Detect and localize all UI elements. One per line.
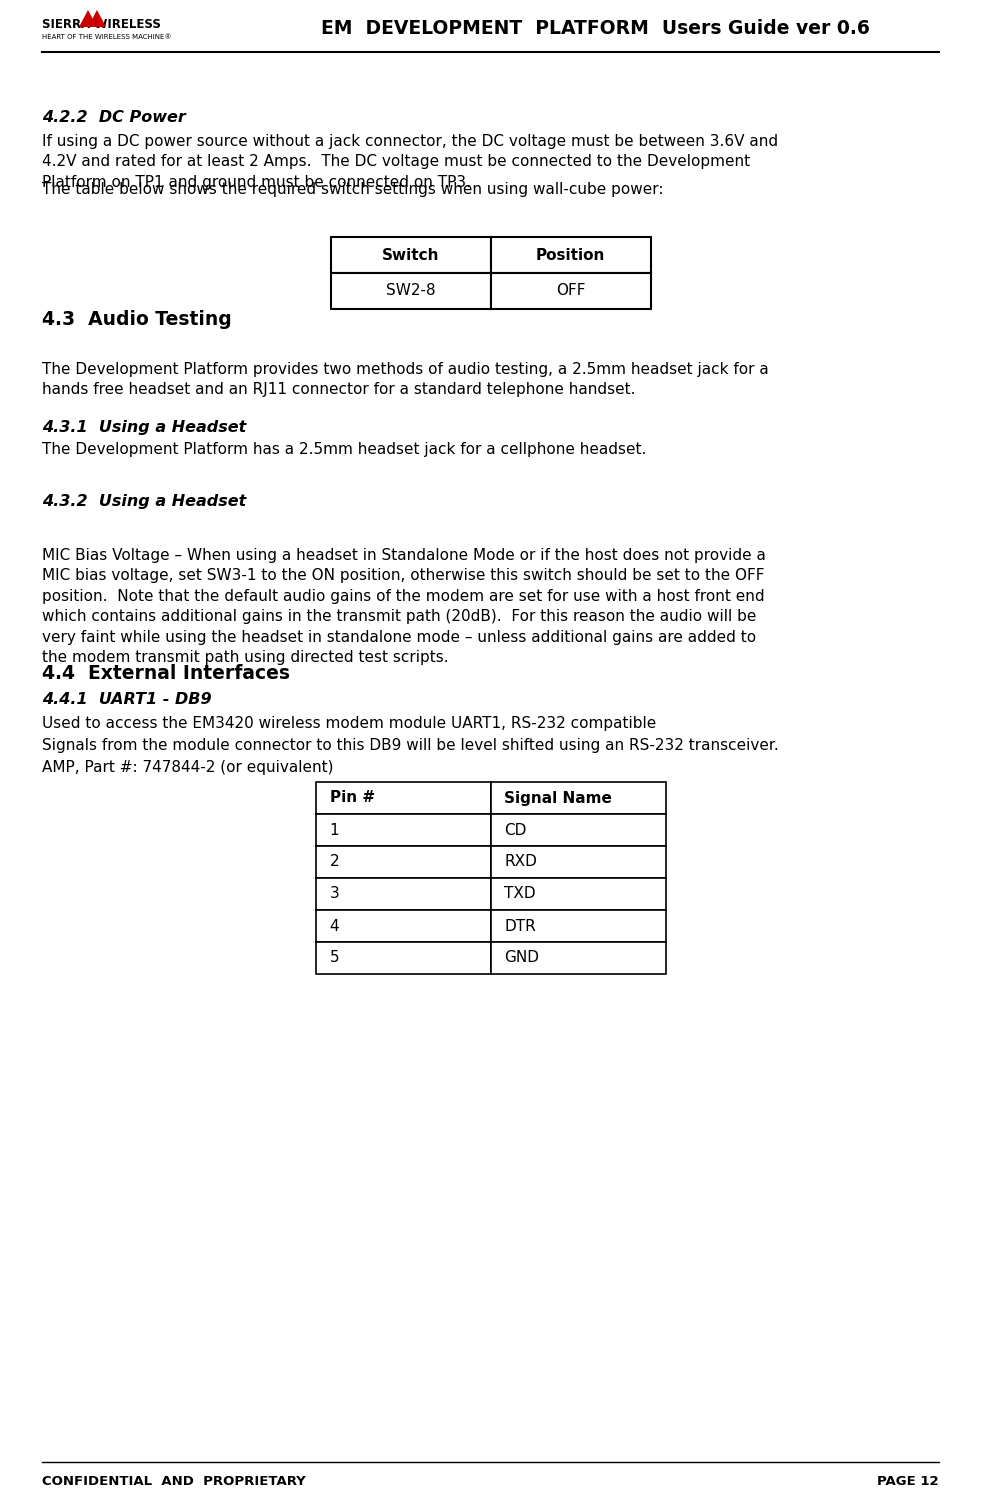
Bar xyxy=(490,815,665,846)
Text: EM  DEVELOPMENT  PLATFORM  Users Guide ver 0.6: EM DEVELOPMENT PLATFORM Users Guide ver … xyxy=(321,18,870,37)
Text: PAGE 12: PAGE 12 xyxy=(877,1476,939,1488)
Text: 4: 4 xyxy=(330,919,339,934)
Text: SW2-8: SW2-8 xyxy=(386,283,436,298)
Bar xyxy=(490,877,665,910)
Text: The table below shows the required switch settings when using wall-cube power:: The table below shows the required switc… xyxy=(42,182,663,197)
Text: CD: CD xyxy=(504,822,527,837)
Text: The Development Platform provides two methods of audio testing, a 2.5mm headset : The Development Platform provides two me… xyxy=(42,363,769,397)
Text: 4.4.1  UART1 - DB9: 4.4.1 UART1 - DB9 xyxy=(42,692,212,707)
Text: GND: GND xyxy=(504,950,540,965)
Text: OFF: OFF xyxy=(556,283,586,298)
Text: HEART OF THE WIRELESS MACHINE®: HEART OF THE WIRELESS MACHINE® xyxy=(42,34,172,40)
Bar xyxy=(316,877,490,910)
Text: Position: Position xyxy=(536,248,605,263)
Text: Used to access the EM3420 wireless modem module UART1, RS-232 compatible: Used to access the EM3420 wireless modem… xyxy=(42,716,656,731)
Bar xyxy=(316,910,490,941)
Text: 3: 3 xyxy=(330,886,339,901)
Bar xyxy=(490,237,650,273)
Text: DTR: DTR xyxy=(504,919,537,934)
Text: Signals from the module connector to this DB9 will be level shifted using an RS-: Signals from the module connector to thi… xyxy=(42,739,779,753)
Text: Switch: Switch xyxy=(382,248,439,263)
Text: Signal Name: Signal Name xyxy=(504,791,612,806)
Bar xyxy=(490,782,665,815)
Text: 4.3  Audio Testing: 4.3 Audio Testing xyxy=(42,310,232,330)
Text: Pin #: Pin # xyxy=(330,791,375,806)
Text: AMP, Part #: 747844-2 (or equivalent): AMP, Part #: 747844-2 (or equivalent) xyxy=(42,759,334,774)
Bar xyxy=(490,910,665,941)
Text: If using a DC power source without a jack connector, the DC voltage must be betw: If using a DC power source without a jac… xyxy=(42,134,778,189)
Bar xyxy=(490,846,665,877)
Text: 4.2.2  DC Power: 4.2.2 DC Power xyxy=(42,110,185,125)
Bar xyxy=(490,273,650,309)
Text: 4.4  External Interfaces: 4.4 External Interfaces xyxy=(42,664,290,683)
Text: TXD: TXD xyxy=(504,886,537,901)
Text: 5: 5 xyxy=(330,950,339,965)
Bar xyxy=(316,782,490,815)
Text: The Development Platform has a 2.5mm headset jack for a cellphone headset.: The Development Platform has a 2.5mm hea… xyxy=(42,442,646,457)
Polygon shape xyxy=(88,10,106,27)
Text: MIC Bias Voltage – When using a headset in Standalone Mode or if the host does n: MIC Bias Voltage – When using a headset … xyxy=(42,548,766,665)
Text: 2: 2 xyxy=(330,855,339,870)
Text: CONFIDENTIAL  AND  PROPRIETARY: CONFIDENTIAL AND PROPRIETARY xyxy=(42,1476,306,1488)
Bar xyxy=(316,815,490,846)
Bar xyxy=(331,273,490,309)
Text: 1: 1 xyxy=(330,822,339,837)
Bar xyxy=(316,941,490,974)
Bar xyxy=(316,846,490,877)
Text: 4.3.1  Using a Headset: 4.3.1 Using a Headset xyxy=(42,421,246,436)
Text: RXD: RXD xyxy=(504,855,538,870)
Text: SIERRA WIRELESS: SIERRA WIRELESS xyxy=(42,18,161,31)
Polygon shape xyxy=(79,10,97,27)
Text: 4.3.2  Using a Headset: 4.3.2 Using a Headset xyxy=(42,494,246,509)
Bar xyxy=(490,941,665,974)
Bar xyxy=(331,237,490,273)
